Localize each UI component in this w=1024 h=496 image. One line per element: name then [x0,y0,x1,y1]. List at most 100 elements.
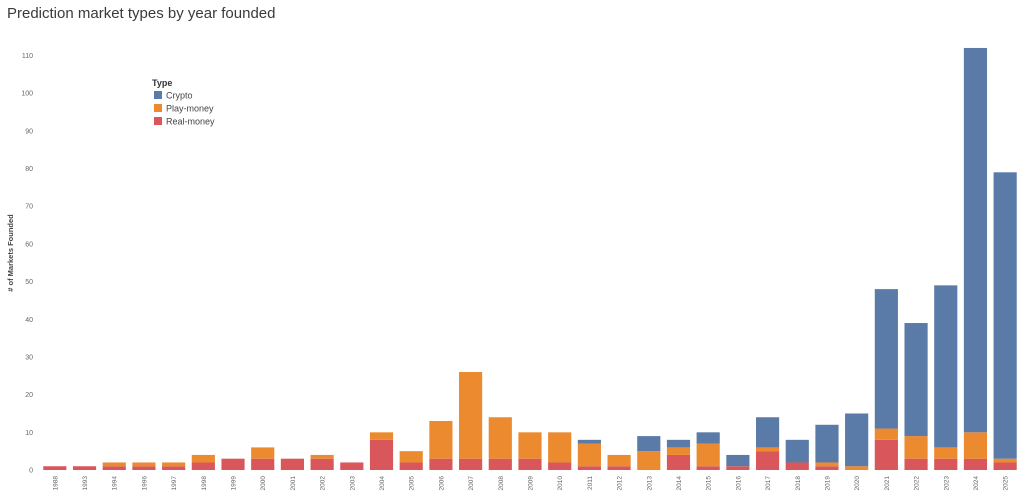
bar-segment-crypto-2021[interactable] [874,289,898,429]
bar-segment-real-money-2003[interactable] [340,462,364,470]
bar-segment-real-money-2005[interactable] [399,462,423,470]
bar-stack-2023[interactable] [934,285,958,470]
bar-segment-crypto-2023[interactable] [934,285,958,448]
bar-segment-real-money-2023[interactable] [934,458,958,470]
bar-segment-play-money-2010[interactable] [548,432,572,463]
bar-segment-real-money-2002[interactable] [310,458,334,470]
bar-segment-crypto-2018[interactable] [785,439,809,463]
bar-segment-real-money-2010[interactable] [548,462,572,470]
bar-stack-2018[interactable] [785,439,809,470]
bar-segment-play-money-2002[interactable] [310,454,334,459]
bar-segment-real-money-2000[interactable] [251,458,275,470]
bar-segment-play-money-2007[interactable] [459,372,483,459]
bar-stack-2022[interactable] [904,323,928,470]
bar-segment-real-money-2017[interactable] [755,451,780,470]
bar-stack-1988[interactable] [43,466,67,470]
bar-segment-play-money-2017[interactable] [755,447,780,452]
bar-stack-2004[interactable] [369,432,394,470]
bar-segment-real-money-1996[interactable] [132,466,156,470]
bar-stack-1994[interactable] [102,462,126,470]
legend-item-play-money[interactable]: Play-money [154,104,214,114]
bar-stack-2008[interactable] [488,417,512,470]
bar-segment-crypto-2013[interactable] [637,436,661,452]
bar-segment-play-money-2006[interactable] [429,421,453,459]
bar-segment-crypto-2025[interactable] [993,172,1017,459]
bar-stack-2001[interactable] [280,458,304,470]
bar-segment-crypto-2011[interactable] [577,439,601,444]
bar-stack-2011[interactable] [577,439,601,470]
bar-segment-play-money-2013[interactable] [637,451,661,470]
bar-segment-real-money-2001[interactable] [280,458,304,470]
bar-segment-crypto-2022[interactable] [904,323,928,437]
bar-segment-real-money-1997[interactable] [162,466,186,470]
bar-segment-real-money-2006[interactable] [429,458,453,470]
bar-stack-2013[interactable] [637,436,661,470]
bar-segment-play-money-1997[interactable] [162,462,186,467]
bar-segment-play-money-2008[interactable] [488,417,512,459]
bar-segment-play-money-2015[interactable] [696,443,720,467]
bar-stack-1999[interactable] [221,458,245,470]
bar-stack-1996[interactable] [132,462,156,470]
bar-segment-play-money-2000[interactable] [251,447,275,459]
bar-segment-real-money-1998[interactable] [191,462,215,470]
bar-stack-2007[interactable] [459,372,483,470]
bar-stack-2025[interactable] [993,172,1017,470]
bar-segment-real-money-2014[interactable] [666,454,691,470]
legend-item-real-money[interactable]: Real-money [154,117,215,127]
bar-segment-play-money-2022[interactable] [904,436,928,459]
bar-segment-real-money-1993[interactable] [72,466,97,470]
bar-segment-real-money-2024[interactable] [963,458,988,470]
bar-segment-real-money-2004[interactable] [369,439,394,470]
bar-stack-2017[interactable] [755,417,780,470]
bar-segment-real-money-2012[interactable] [607,466,631,470]
bar-stack-2016[interactable] [726,454,750,470]
bar-stack-2012[interactable] [607,454,631,470]
bar-stack-1993[interactable] [72,466,97,470]
bar-stack-2019[interactable] [815,424,839,470]
bar-segment-play-money-2012[interactable] [607,454,631,467]
bar-segment-real-money-1994[interactable] [102,466,126,470]
bar-segment-play-money-1998[interactable] [191,454,215,463]
bar-segment-play-money-2019[interactable] [815,462,839,467]
bar-segment-real-money-2019[interactable] [815,466,839,470]
bar-segment-crypto-2015[interactable] [696,432,720,444]
bar-segment-play-money-2020[interactable] [845,466,869,470]
bar-segment-real-money-2007[interactable] [459,458,483,470]
bar-segment-real-money-2018[interactable] [785,462,809,470]
bar-segment-play-money-1994[interactable] [102,462,126,467]
bar-segment-crypto-2024[interactable] [963,47,988,433]
bar-segment-real-money-1988[interactable] [43,466,67,470]
bar-segment-play-money-2011[interactable] [577,443,601,467]
bar-segment-crypto-2019[interactable] [815,424,839,463]
bar-segment-play-money-2009[interactable] [518,432,542,459]
bar-segment-play-money-2005[interactable] [399,451,423,463]
bar-segment-crypto-2020[interactable] [845,413,869,467]
bar-segment-crypto-2017[interactable] [755,417,780,448]
bar-segment-crypto-2014[interactable] [666,439,691,448]
bar-stack-2024[interactable] [963,47,988,470]
bar-stack-2020[interactable] [845,413,869,470]
bar-stack-2000[interactable] [251,447,275,470]
bar-segment-play-money-2021[interactable] [874,428,898,440]
bar-segment-real-money-2022[interactable] [904,458,928,470]
bar-segment-real-money-2009[interactable] [518,458,542,470]
bar-stack-2002[interactable] [310,454,334,470]
legend[interactable]: Type Crypto Play-money Real-money [152,78,215,127]
bar-stack-2006[interactable] [429,421,453,470]
bar-segment-real-money-2015[interactable] [696,466,720,470]
bar-stack-1998[interactable] [191,454,215,470]
bar-segment-play-money-2014[interactable] [666,447,691,455]
bar-segment-crypto-2016[interactable] [726,454,750,467]
bar-segment-real-money-1999[interactable] [221,458,245,470]
bar-segment-real-money-2016[interactable] [726,466,750,470]
bar-segment-play-money-2023[interactable] [934,447,958,459]
bar-segment-real-money-2021[interactable] [874,439,898,470]
bar-segment-play-money-1996[interactable] [132,462,156,467]
bar-segment-real-money-2011[interactable] [577,466,601,470]
bar-stack-1997[interactable] [162,462,186,470]
bar-stack-2009[interactable] [518,432,542,470]
bar-segment-play-money-2025[interactable] [993,458,1017,463]
bar-segment-real-money-2025[interactable] [993,462,1017,470]
bar-stack-2021[interactable] [874,289,898,470]
bar-stack-2015[interactable] [696,432,720,470]
